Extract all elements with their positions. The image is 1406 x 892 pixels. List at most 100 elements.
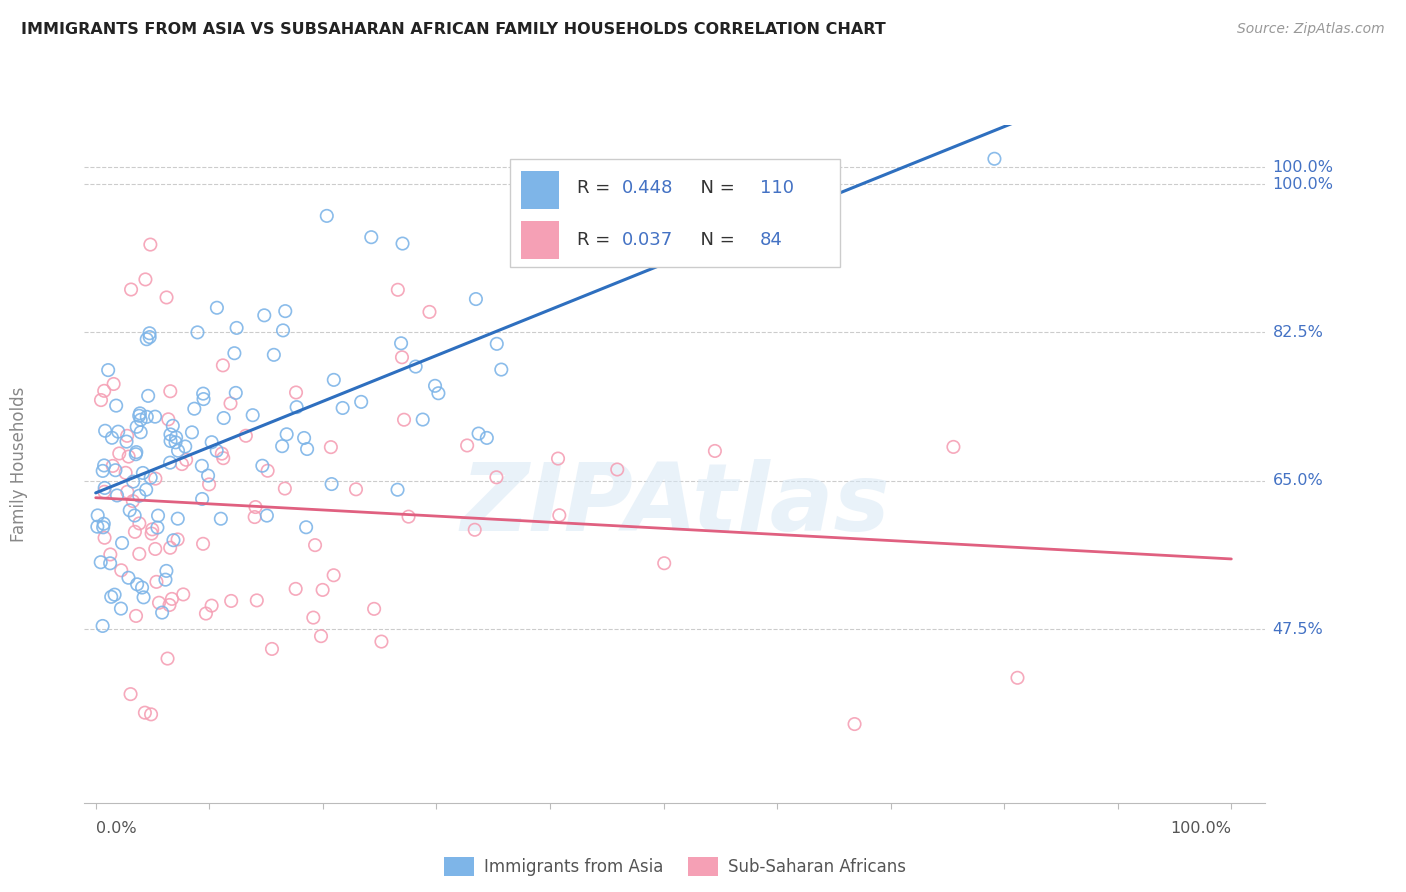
Point: [93, 384, 115, 398]
Point: [186, 326, 208, 340]
Point: [135, 332, 157, 346]
Text: ZIPAtlas: ZIPAtlas: [460, 458, 890, 550]
Point: [156, 651, 179, 665]
Point: [111, 536, 134, 550]
Point: [86, 519, 108, 533]
Point: [205, 443, 228, 458]
Point: [201, 599, 224, 613]
Point: [363, 602, 385, 616]
Point: [125, 419, 148, 434]
Point: [391, 236, 413, 251]
Point: [141, 522, 163, 536]
Point: [389, 336, 412, 351]
Text: 0.037: 0.037: [621, 231, 673, 249]
Point: [191, 458, 214, 473]
Text: 0.0%: 0.0%: [96, 822, 136, 837]
Point: [225, 385, 247, 400]
FancyBboxPatch shape: [522, 171, 560, 209]
Point: [108, 446, 131, 460]
Point: [124, 508, 146, 523]
Point: [160, 591, 183, 606]
Point: [165, 430, 187, 444]
Point: [131, 581, 153, 595]
Point: [134, 706, 156, 720]
Point: [93, 484, 115, 499]
Point: [91, 520, 114, 534]
Text: IMMIGRANTS FROM ASIA VS SUBSAHARAN AFRICAN FAMILY HOUSEHOLDS CORRELATION CHART: IMMIGRANTS FROM ASIA VS SUBSAHARAN AFRIC…: [21, 22, 886, 37]
Point: [193, 392, 215, 406]
Point: [1007, 671, 1029, 685]
Point: [145, 574, 167, 589]
Point: [285, 385, 308, 400]
Point: [219, 594, 242, 608]
Point: [174, 452, 197, 467]
Point: [467, 426, 489, 441]
Point: [276, 427, 298, 442]
Point: [191, 386, 214, 401]
Point: [256, 464, 278, 478]
Point: [143, 409, 166, 424]
Point: [191, 537, 214, 551]
Point: [97, 363, 120, 377]
FancyBboxPatch shape: [509, 159, 841, 268]
Point: [162, 533, 184, 548]
Point: [321, 477, 343, 491]
Text: N =: N =: [689, 179, 741, 197]
Point: [547, 451, 569, 466]
Point: [139, 470, 162, 484]
Point: [146, 520, 169, 534]
Point: [128, 547, 150, 561]
Point: [117, 484, 139, 499]
Point: [120, 687, 142, 701]
Point: [246, 593, 269, 607]
Point: [138, 330, 160, 344]
Point: [464, 292, 486, 306]
Point: [155, 290, 177, 304]
Point: [292, 431, 315, 445]
Point: [398, 509, 420, 524]
Point: [256, 508, 278, 523]
Point: [150, 606, 173, 620]
Point: [128, 489, 150, 503]
Point: [139, 707, 162, 722]
Point: [105, 488, 128, 502]
Point: [127, 577, 149, 591]
Point: [159, 541, 181, 555]
Point: [98, 557, 121, 571]
Point: [599, 210, 621, 224]
Text: R =: R =: [576, 179, 616, 197]
Point: [174, 440, 197, 454]
Text: 0.448: 0.448: [621, 179, 673, 197]
Point: [86, 508, 108, 523]
Point: [212, 451, 235, 466]
Point: [98, 548, 121, 562]
Point: [274, 482, 297, 496]
Point: [121, 494, 143, 508]
Text: 100.0%: 100.0%: [1272, 160, 1333, 175]
Point: [166, 511, 188, 525]
Point: [311, 582, 333, 597]
Point: [114, 466, 136, 480]
Point: [703, 444, 725, 458]
Point: [118, 503, 141, 517]
Point: [117, 450, 139, 464]
Point: [464, 523, 486, 537]
Point: [225, 321, 247, 335]
Point: [165, 435, 187, 450]
Point: [387, 483, 409, 497]
Point: [360, 230, 382, 244]
Point: [159, 427, 181, 442]
Point: [129, 425, 152, 440]
Point: [122, 475, 145, 489]
Point: [456, 438, 478, 452]
Point: [205, 301, 228, 315]
Point: [90, 555, 112, 569]
Point: [942, 440, 965, 454]
Point: [423, 379, 446, 393]
Point: [110, 601, 132, 615]
Point: [120, 283, 142, 297]
Point: [124, 524, 146, 539]
Point: [252, 458, 274, 473]
Point: [103, 376, 125, 391]
Text: R =: R =: [576, 231, 616, 249]
